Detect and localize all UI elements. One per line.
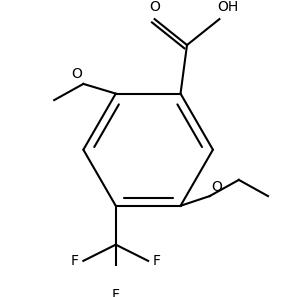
Text: OH: OH [217,0,238,14]
Text: O: O [149,0,160,14]
Text: O: O [71,67,82,81]
Text: F: F [153,254,161,268]
Text: O: O [211,181,222,195]
Text: F: F [112,288,120,297]
Text: F: F [70,254,79,268]
